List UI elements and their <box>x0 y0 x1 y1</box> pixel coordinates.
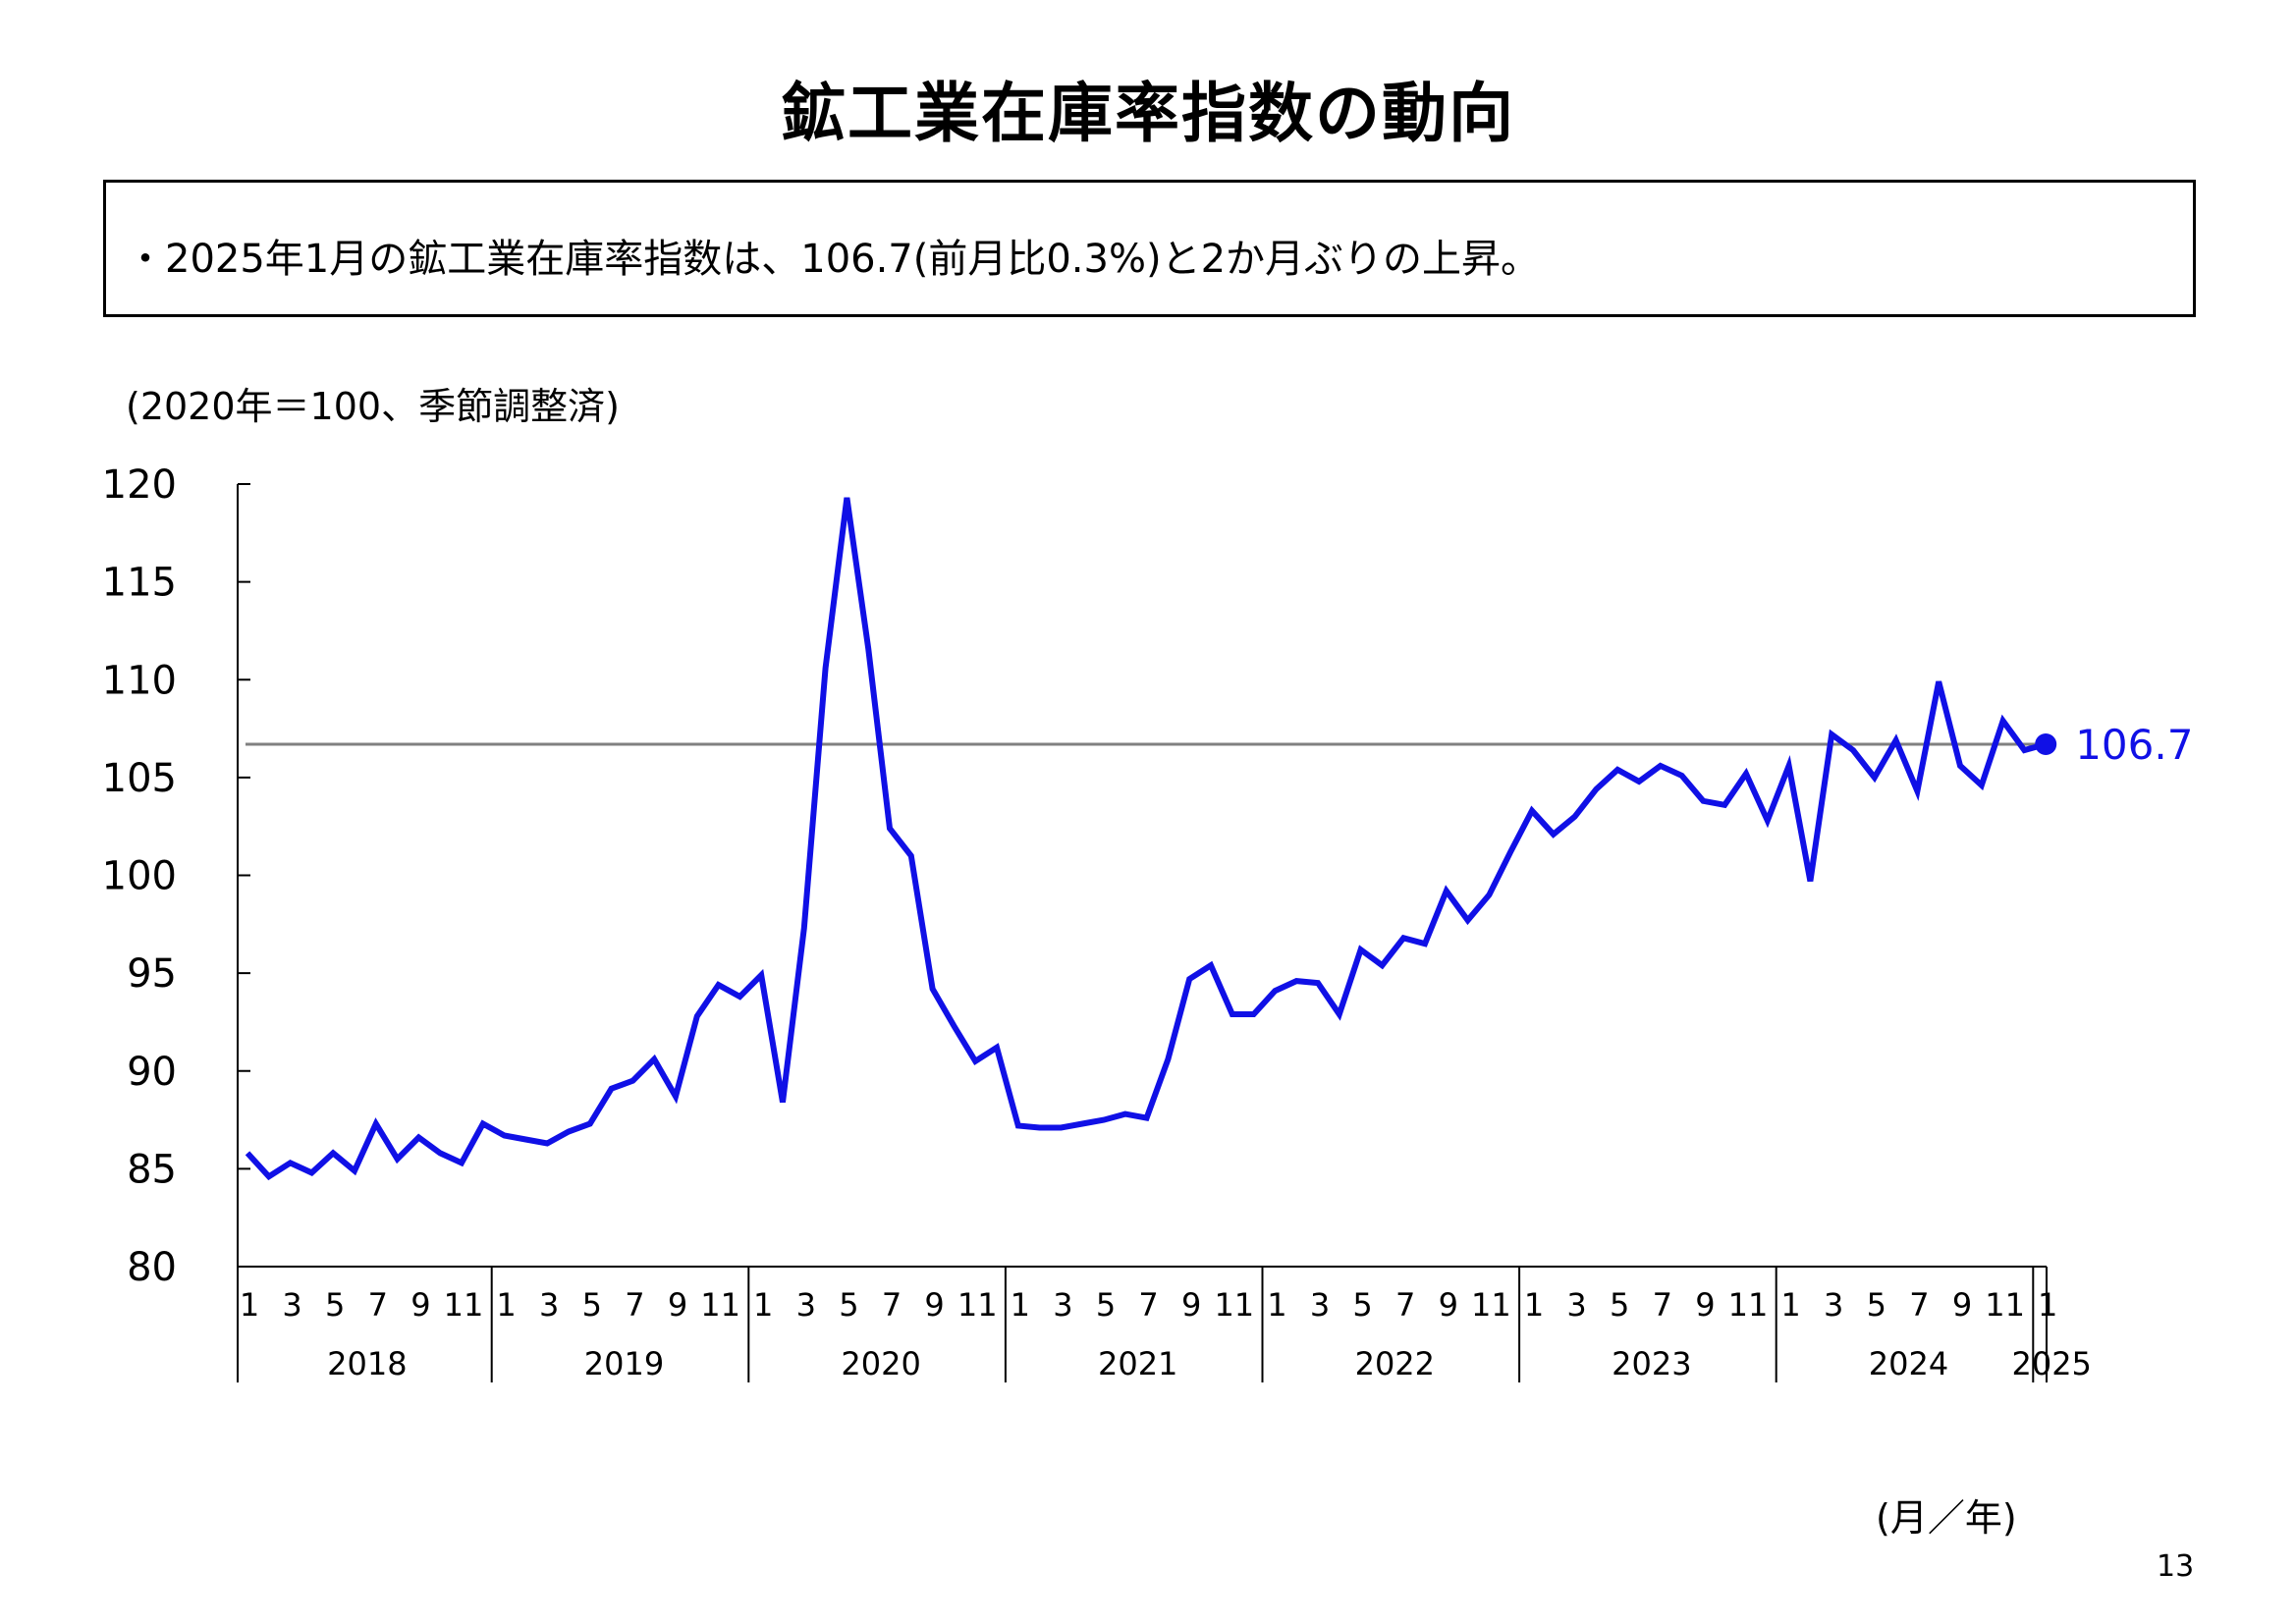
month-tick-label: 1 <box>2038 1286 2057 1324</box>
month-tick-label: 9 <box>668 1286 687 1324</box>
data-points <box>246 497 2047 1177</box>
month-tick-label: 7 <box>1138 1286 1158 1324</box>
month-tick-label: 5 <box>1610 1286 1629 1324</box>
page-number: 13 <box>2157 1549 2195 1584</box>
y-axis-ticks: 80 85 90 95 100 105 110 115 120 <box>102 462 250 1290</box>
y-tick-label: 100 <box>102 854 177 899</box>
month-tick-label: 3 <box>1310 1286 1330 1324</box>
month-tick-label: 3 <box>539 1286 559 1324</box>
latest-value-label: 106.7 <box>2075 721 2193 769</box>
month-tick-label: 11 <box>1214 1286 1254 1324</box>
x-axis-caption: (月／年) <box>1876 1496 2017 1540</box>
month-tick-label: 11 <box>444 1286 484 1324</box>
month-tick-label: 9 <box>1695 1286 1715 1324</box>
y-tick-label: 85 <box>127 1147 177 1192</box>
chart-axes <box>237 484 2047 1268</box>
y-tick-label: 80 <box>127 1245 177 1290</box>
summary-box: ・2025年1月の鉱工業在庫率指数は、106.7(前月比0.3%)と2か月ぶりの… <box>103 180 2196 317</box>
year-label: 2018 <box>327 1345 407 1382</box>
month-tick-label: 7 <box>625 1286 644 1324</box>
month-tick-label: 9 <box>1952 1286 1972 1324</box>
summary-text: ・2025年1月の鉱工業在庫率指数は、106.7(前月比0.3%)と2か月ぶりの… <box>126 237 1541 282</box>
month-tick-label: 7 <box>1653 1286 1672 1324</box>
month-tick-label: 7 <box>1909 1286 1929 1324</box>
month-tick-label: 5 <box>325 1286 345 1324</box>
y-tick-label: 110 <box>102 658 177 703</box>
month-tick-label: 3 <box>1053 1286 1072 1324</box>
month-tick-label: 1 <box>1267 1286 1286 1324</box>
month-tick-label: 5 <box>582 1286 602 1324</box>
month-tick-label: 11 <box>700 1286 740 1324</box>
month-tick-label: 9 <box>924 1286 944 1324</box>
year-label: 2024 <box>1869 1345 1948 1382</box>
month-tick-label: 9 <box>410 1286 430 1324</box>
month-tick-label: 11 <box>1728 1286 1769 1324</box>
y-tick-label: 95 <box>127 951 177 997</box>
month-tick-label: 11 <box>1471 1286 1511 1324</box>
month-tick-label: 1 <box>1011 1286 1030 1324</box>
year-label: 2025 <box>2011 1345 2091 1382</box>
month-tick-label: 1 <box>1524 1286 1544 1324</box>
month-tick-label: 7 <box>368 1286 388 1324</box>
year-label: 2022 <box>1355 1345 1435 1382</box>
y-tick-label: 105 <box>102 756 177 801</box>
month-tick-label: 5 <box>1096 1286 1116 1324</box>
month-tick-label: 11 <box>957 1286 998 1324</box>
month-tick-label: 5 <box>839 1286 858 1324</box>
year-label: 2021 <box>1098 1345 1177 1382</box>
month-tick-label: 7 <box>1395 1286 1415 1324</box>
month-tick-label: 3 <box>1566 1286 1586 1324</box>
y-tick-label: 90 <box>127 1050 177 1095</box>
y-tick-label: 120 <box>102 462 177 508</box>
y-axis-unit-label: (2020年＝100、季節調整済) <box>126 385 620 428</box>
month-tick-label: 1 <box>753 1286 773 1324</box>
series-line <box>245 497 2047 1181</box>
month-tick-label: 1 <box>496 1286 516 1324</box>
month-tick-label: 5 <box>1867 1286 1886 1324</box>
month-tick-label: 3 <box>1824 1286 1843 1324</box>
month-tick-label: 9 <box>1439 1286 1458 1324</box>
month-tick-label: 7 <box>882 1286 902 1324</box>
y-tick-label: 115 <box>102 561 177 606</box>
year-label: 2020 <box>841 1345 920 1382</box>
month-tick-label: 3 <box>282 1286 301 1324</box>
month-tick-label: 11 <box>1985 1286 2025 1324</box>
page-title: 鉱工業在庫率指数の動向 <box>781 76 1515 151</box>
year-label: 2019 <box>584 1345 664 1382</box>
year-label: 2023 <box>1612 1345 1691 1382</box>
month-tick-label: 1 <box>240 1286 259 1324</box>
month-tick-label: 9 <box>1181 1286 1201 1324</box>
latest-value-marker <box>2035 733 2057 756</box>
x-axis-ticks: 1 3 5 7 9 11 1 3 5 7 9 11 1 3 5 7 9 11 1 3 5 7 9 11 1 3 5 7 9 11 1 3 5 7 9… <box>237 1267 2092 1382</box>
month-tick-label: 3 <box>796 1286 816 1324</box>
month-tick-label: 1 <box>1780 1286 1800 1324</box>
month-tick-label: 5 <box>1352 1286 1372 1324</box>
